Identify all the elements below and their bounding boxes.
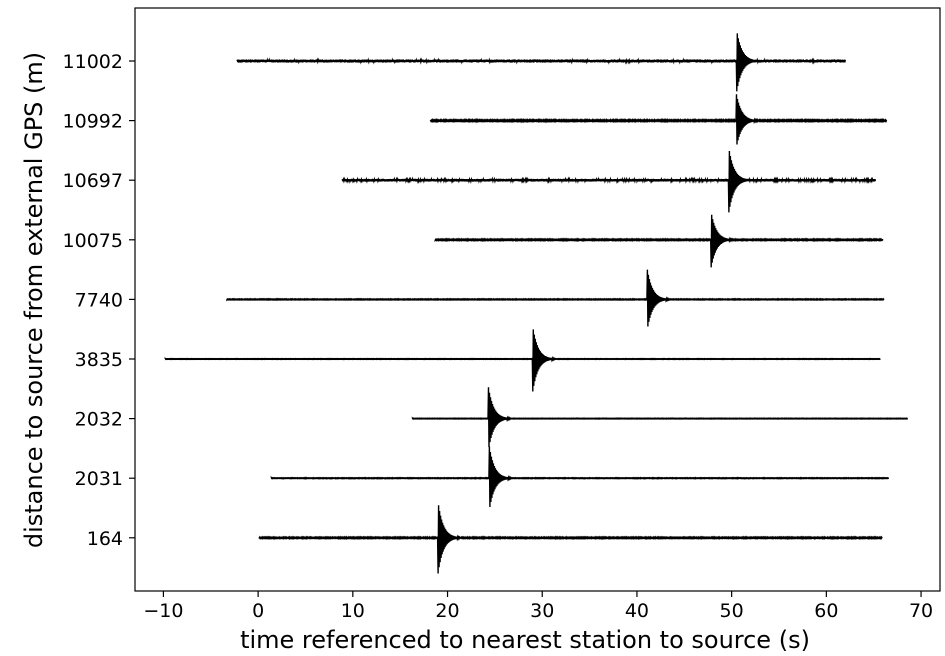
y-tick-label: 3835	[75, 349, 123, 371]
x-tick-label: −10	[143, 600, 183, 622]
trace-7740	[226, 269, 885, 327]
x-tick-label: 10	[341, 600, 365, 622]
x-axis-label: time referenced to nearest station to so…	[240, 626, 810, 654]
y-tick-label: 10075	[63, 230, 123, 252]
x-tick-label: 70	[909, 600, 933, 622]
x-tick-label: 50	[720, 600, 744, 622]
trace-10075	[434, 214, 884, 268]
y-tick-label: 164	[87, 528, 123, 550]
y-tick-label: 2032	[75, 409, 123, 431]
trace-10697	[341, 150, 877, 213]
y-tick-label: 7740	[75, 289, 123, 311]
x-tick-label: 30	[530, 600, 554, 622]
y-tick-label: 10697	[63, 170, 123, 192]
x-tick-label: 0	[252, 600, 264, 622]
y-axis-label: distance to source from external GPS (m)	[20, 52, 48, 548]
trace-10992	[429, 94, 888, 145]
y-axis: 11002 10992 10697 10075 7740 3835 2032 2031 164	[63, 51, 135, 550]
y-tick-label: 11002	[63, 51, 123, 73]
x-tick-label: 60	[814, 600, 838, 622]
x-axis: −10 0 10 20 30 40 50 60 70	[143, 591, 933, 622]
trace-2031	[270, 446, 889, 508]
trace-3835	[164, 329, 881, 392]
x-tick-label: 40	[625, 600, 649, 622]
y-tick-label: 10992	[63, 111, 123, 133]
x-tick-label: 20	[435, 600, 459, 622]
y-tick-label: 2031	[75, 468, 123, 490]
trace-164	[258, 505, 883, 574]
trace-11002	[236, 33, 846, 92]
trace-2032	[411, 387, 908, 448]
traces-group	[164, 33, 908, 574]
